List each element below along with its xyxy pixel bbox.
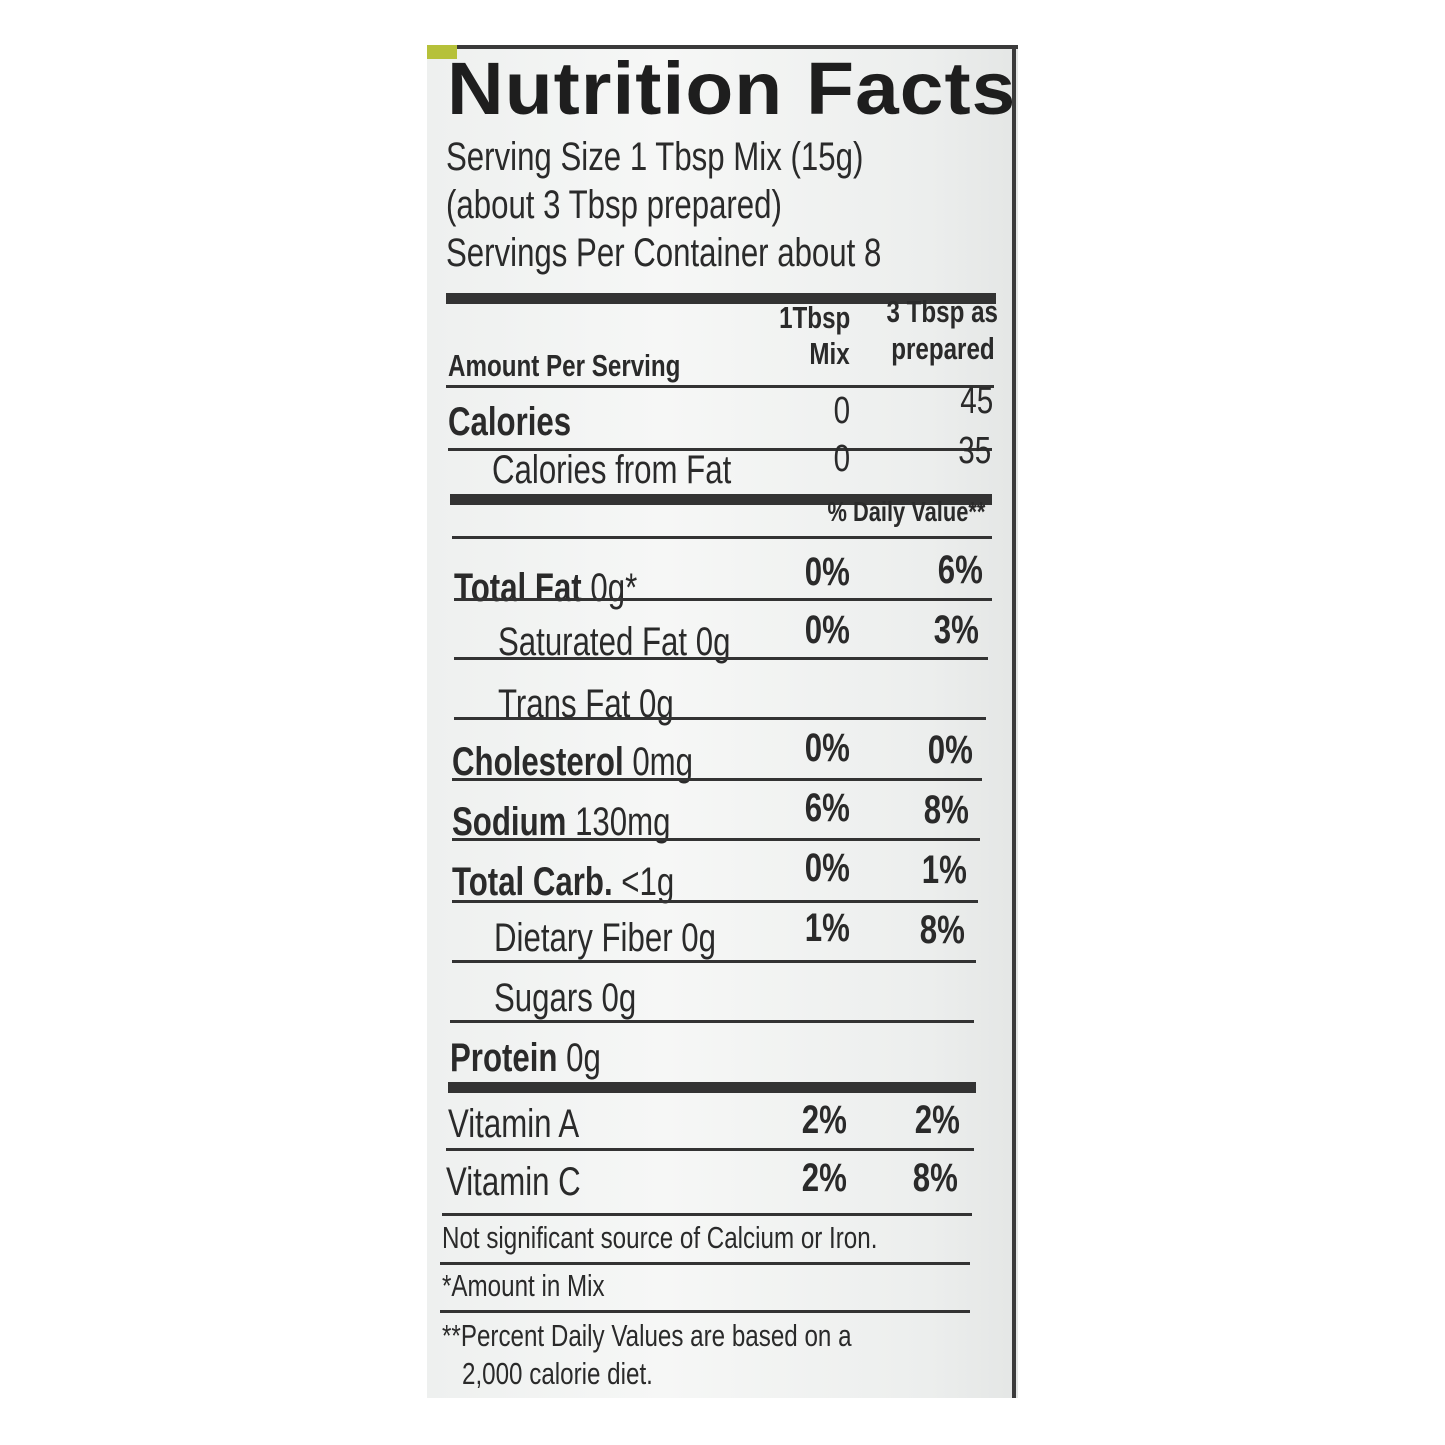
serving-prepared: (about 3 Tbsp prepared) [446,183,782,227]
nutrient-name-total-fat: Total Fat 0g* [454,566,638,610]
saturated-fat-mix: 0% [804,608,850,652]
footnote-calcium-iron: Not significant source of Calcium or Iro… [442,1220,878,1255]
footnote-amount-in-mix: *Amount in Mix [442,1268,605,1303]
divider [452,778,982,781]
calories-mix: 0 [833,390,850,432]
servings-per-container: Servings Per Container about 8 [446,231,882,275]
vitamin-a-prepared: 2% [914,1098,960,1142]
daily-value-header: % Daily Value** [827,496,985,527]
divider [448,448,992,451]
divider [452,536,992,539]
package-green-stripe [427,45,457,59]
total-fat-mix: 0% [804,550,850,594]
right-border [1012,45,1016,1398]
amount-per-serving: Amount Per Serving [448,348,681,383]
sodium-prepared: 8% [923,788,969,832]
col-prepared-header-1: 3 Tbsp as [886,294,998,329]
calories-label: Calories [448,400,572,444]
calories-from-fat-prepared: 35 [958,430,991,472]
divider [442,1213,972,1216]
divider [452,900,978,903]
cholesterol-mix: 0% [804,726,850,770]
cholesterol-prepared: 0% [927,728,973,772]
calories-from-fat-label: Calories from Fat [492,448,732,492]
top-border [457,45,1018,49]
total-fat-prepared: 6% [937,548,983,592]
dietary-fiber-mix: 1% [804,906,850,950]
vitamin-a-label: Vitamin A [448,1102,580,1146]
nutrient-name-total-carb: Total Carb. <1g [452,860,675,904]
divider [450,1020,974,1023]
package-background [427,45,1018,1398]
divider-thick [446,293,996,304]
divider-thick [448,1082,976,1093]
divider [452,960,976,963]
nutrient-name-dietary-fiber: Dietary Fiber 0g [494,916,716,960]
total-carb-prepared: 1% [921,848,967,892]
divider [440,1310,970,1313]
nutrient-name-sugars: Sugars 0g [494,976,637,1020]
nutrient-name-sodium: Sodium 130mg [452,800,671,844]
divider [454,717,986,720]
nutrient-name-saturated-fat: Saturated Fat 0g [498,620,731,664]
vitamin-a-mix: 2% [801,1098,847,1142]
vitamin-c-label: Vitamin C [446,1160,581,1204]
col-mix-header-2: Mix [809,336,850,371]
vitamin-c-prepared: 8% [912,1156,958,1200]
divider [440,1262,970,1265]
footnote-daily-values-1: **Percent Daily Values are based on a [442,1318,852,1353]
label-title: Nutrition Facts [447,47,1017,130]
divider [446,385,994,388]
total-carb-mix: 0% [804,846,850,890]
divider-thick [450,494,992,505]
divider [452,838,980,841]
serving-size: Serving Size 1 Tbsp Mix (15g) [446,135,864,179]
calories-prepared: 45 [960,380,993,422]
dietary-fiber-prepared: 8% [919,908,965,952]
col-prepared-header-2: prepared [891,331,995,366]
nutrient-name-cholesterol: Cholesterol 0mg [452,740,694,784]
divider [446,1148,974,1151]
sodium-mix: 6% [804,786,850,830]
calories-from-fat-mix: 0 [833,438,850,480]
divider [454,657,988,660]
nutrient-name-protein: Protein 0g [450,1036,601,1080]
footnote-daily-values-2: 2,000 calorie diet. [462,1356,653,1391]
saturated-fat-prepared: 3% [933,608,979,652]
col-mix-header-1: 1Tbsp [778,300,850,335]
divider [454,598,992,601]
vitamin-c-mix: 2% [801,1156,847,1200]
